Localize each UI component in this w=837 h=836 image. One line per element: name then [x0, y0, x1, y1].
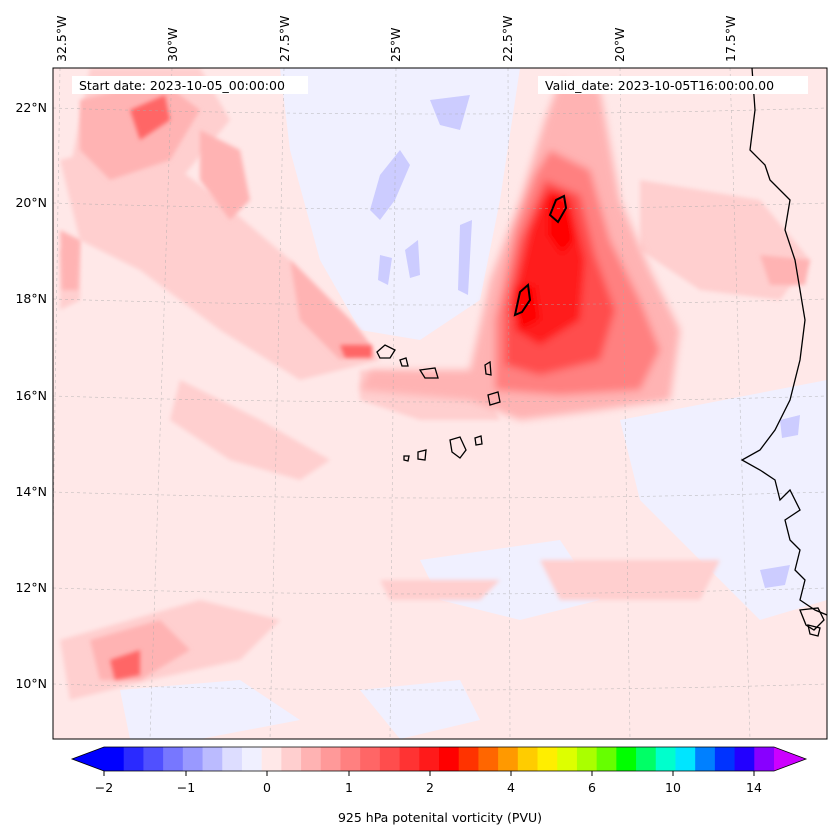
colorbar-segment [241, 747, 263, 771]
colorbar-segment [340, 747, 361, 771]
colorbar-segment [734, 747, 755, 771]
latitude-labels: 22°N 20°N 18°N 16°N 14°N 12°N 10°N [15, 100, 47, 691]
cbar-tick-label: 2 [426, 780, 434, 795]
colorbar-segment [163, 747, 184, 771]
colorbar-segment [379, 747, 401, 771]
gridlines [53, 68, 827, 739]
lat-label-18n: 18°N [15, 291, 47, 306]
lat-label-10n: 10°N [15, 676, 47, 691]
colorbar-segment [636, 747, 657, 771]
colorbar-segment [143, 747, 164, 771]
colorbar-segment [182, 747, 204, 771]
colorbar-segment [320, 747, 341, 771]
colorbar-segment [104, 747, 125, 771]
cbar-tick-label: 6 [588, 780, 596, 795]
colorbar-label: 925 hPa potenital vorticity (PVU) [338, 810, 542, 825]
map-frame [52, 67, 828, 740]
colorbar-segment [478, 747, 499, 771]
coastlines [376, 68, 827, 637]
valid-date-text: Valid_date: 2023-10-05T16:00:00.00 [545, 78, 774, 93]
colorbar-segment [281, 747, 302, 771]
colorbar [70, 746, 808, 772]
cbar-tick-label: 1 [345, 780, 353, 795]
start-date-text: Start date: 2023-10-05_00:00:00 [79, 78, 285, 93]
lon-label-20w: 20°W [612, 27, 627, 62]
cbar-tick-label: −1 [177, 780, 195, 795]
colorbar-segment [439, 747, 460, 771]
colorbar-segment [301, 747, 322, 771]
africa-coastline [740, 68, 827, 616]
cbar-tick-label: 10 [665, 780, 681, 795]
colorbar-segment [675, 747, 696, 771]
pv-contour-high [513, 194, 568, 317]
colorbar-segment [714, 747, 736, 771]
colorbar-segment [517, 747, 539, 771]
colorbar-extend-high [774, 747, 806, 771]
colorbar-segment [360, 747, 381, 771]
lat-label-14n: 14°N [15, 484, 47, 499]
colorbar-segment [695, 747, 716, 771]
lon-label-27-5w: 27.5°W [277, 16, 292, 62]
colorbar-segment [222, 747, 243, 771]
colorbar-segment [537, 747, 558, 771]
colorbar-segment [399, 747, 420, 771]
pv-secondary-maxima [110, 95, 372, 680]
lon-label-22-5w: 22.5°W [500, 16, 515, 62]
cbar-tick-label: 14 [746, 780, 762, 795]
colorbar-tick-labels: −2 −1 0 1 2 4 6 10 14 [95, 780, 762, 795]
lon-label-32-5w: 32.5°W [54, 16, 69, 62]
cbar-tick-label: −2 [95, 780, 113, 795]
colorbar-segment [576, 747, 598, 771]
colorbar-segment [596, 747, 617, 771]
pv-field [53, 68, 827, 739]
colorbar-segment [458, 747, 479, 771]
lon-label-17-5w: 17.5°W [723, 16, 738, 62]
stronger-negative-pv [370, 95, 800, 588]
colorbar-segment [261, 747, 282, 771]
cbar-tick-label: 4 [507, 780, 515, 795]
start-date-box [72, 76, 308, 94]
colorbar-segment [123, 747, 144, 771]
valid-date-box [538, 76, 808, 94]
lon-label-25w: 25°W [388, 27, 403, 62]
colorbar-segment [616, 747, 637, 771]
lat-label-12n: 12°N [15, 580, 47, 595]
lon-label-30w: 30°W [165, 27, 180, 62]
longitude-labels: 32.5°W 30°W 27.5°W 25°W 22.5°W 20°W 17.5… [54, 16, 738, 62]
cbar-tick-label: 0 [263, 780, 271, 795]
colorbar-segment [754, 747, 775, 771]
colorbar-extend-low [72, 747, 104, 771]
colorbar-segment [419, 747, 440, 771]
lat-label-22n: 22°N [15, 100, 47, 115]
colorbar-segment [498, 747, 519, 771]
pv-streamer [360, 80, 680, 420]
colorbar-ticks [103, 771, 755, 776]
lat-label-16n: 16°N [15, 388, 47, 403]
colorbar-segment [202, 747, 223, 771]
colorbar-segment [655, 747, 676, 771]
colorbar-segment [557, 747, 578, 771]
lat-label-20n: 20°N [15, 195, 47, 210]
